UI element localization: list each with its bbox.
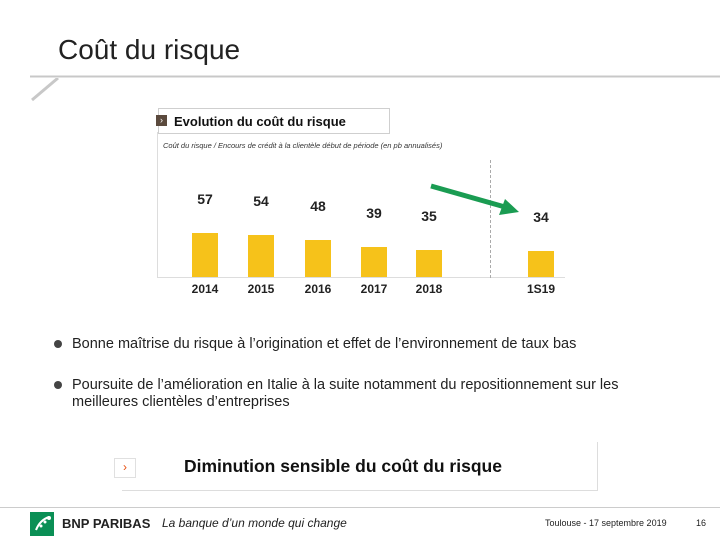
- tick-label-1S19: 1S19: [526, 282, 556, 296]
- bar-1S19: [528, 250, 554, 277]
- chart-baseline: [157, 277, 565, 278]
- brand-tagline: La banque d’un monde qui change: [162, 516, 347, 530]
- tick-label-2016: 2016: [304, 282, 332, 296]
- tick-label-2017: 2017: [360, 282, 388, 296]
- data-label-1S19: 34: [533, 208, 549, 225]
- title-underline: [30, 75, 720, 78]
- data-label-2017: 39: [366, 204, 382, 221]
- tick-label-2014: 2014: [191, 282, 219, 296]
- chart-section-label: Evolution du coût du risque: [174, 114, 346, 129]
- bullet-icon: [54, 340, 62, 348]
- data-label-2016: 48: [310, 197, 326, 214]
- bar-2016: [305, 239, 331, 277]
- chart-subtitle: Coût du risque / Encours de crédit à la …: [163, 141, 443, 150]
- chevron-right-icon: ›: [114, 458, 136, 478]
- chevron-right-icon: ›: [156, 115, 167, 126]
- page-number: 16: [696, 518, 707, 528]
- page-title: Coût du risque: [58, 34, 241, 65]
- tick-label-2015: 2015: [247, 282, 275, 296]
- downward-trend-arrow-icon: [430, 183, 519, 215]
- data-label-2014: 57: [197, 191, 213, 207]
- bullet-text-1: Bonne maîtrise du risque à l’origination…: [72, 336, 577, 352]
- event-label: Toulouse - 17 septembre 2019: [545, 518, 667, 528]
- period-separator: [490, 160, 491, 278]
- chart-section-header: › Evolution du coût du risque: [156, 108, 390, 134]
- bnp-logo-icon: [30, 512, 54, 536]
- data-label-2015: 54: [253, 193, 269, 210]
- bar-2017: [361, 246, 387, 277]
- bullet-icon: [54, 381, 62, 389]
- tick-label-2018: 2018: [415, 282, 443, 296]
- bar-2018: [416, 249, 442, 277]
- bar-2014: [192, 233, 218, 277]
- key-message-box: › Diminution sensible du coût du risque: [114, 442, 598, 491]
- title-underline-slant: [31, 78, 59, 102]
- data-label-2018: 35: [421, 207, 437, 224]
- chart-frame: [157, 132, 158, 277]
- key-message-text: Diminution sensible du coût du risque: [184, 456, 502, 476]
- footer-divider: [0, 507, 720, 508]
- brand-name: BNP PARIBAS: [62, 516, 151, 531]
- bar-2015: [248, 235, 274, 277]
- bullet-text-2: Poursuite de l’amélioration en Italie à …: [72, 377, 619, 410]
